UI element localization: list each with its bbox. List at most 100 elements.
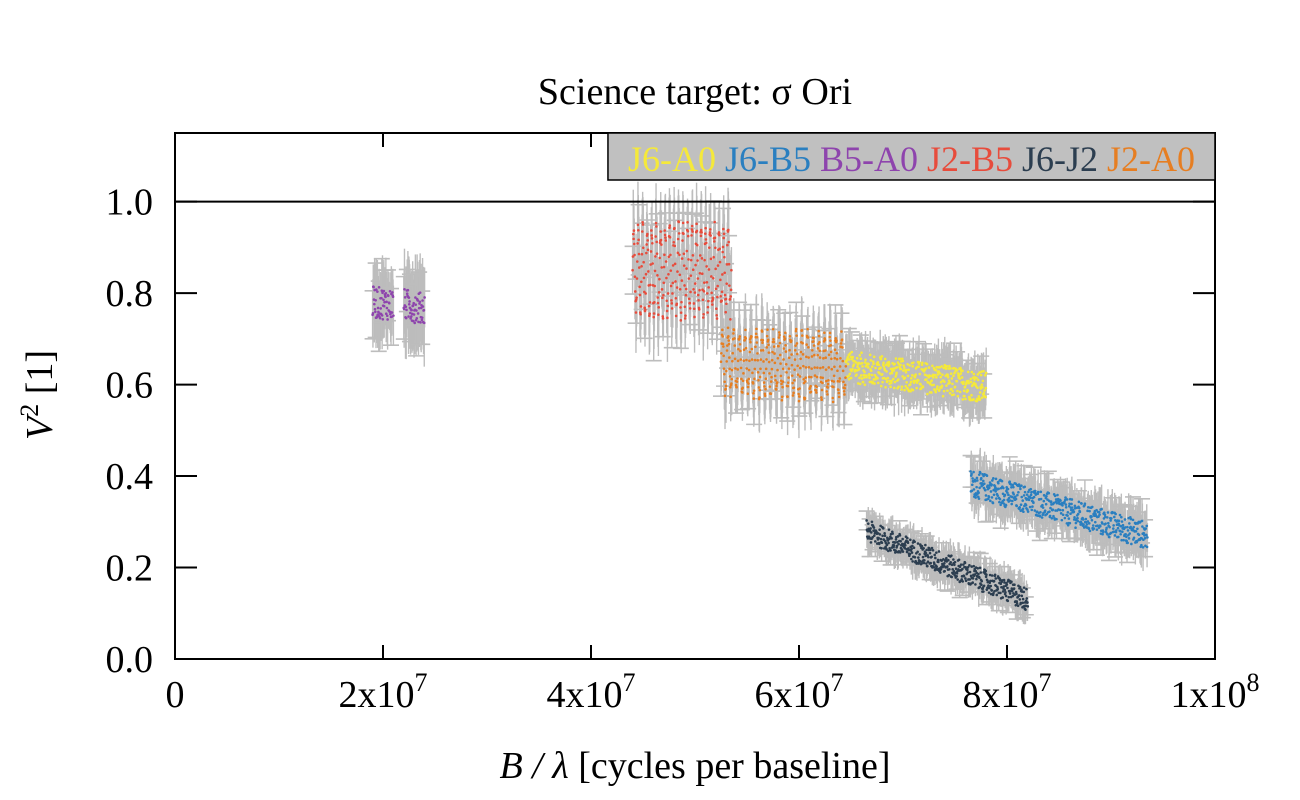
data-point — [733, 344, 737, 347]
data-point — [963, 561, 967, 565]
data-point — [909, 538, 912, 542]
data-point — [699, 234, 703, 238]
y-tick-label: 0.8 — [106, 273, 154, 315]
data-point — [901, 359, 905, 363]
data-point — [993, 573, 997, 577]
data-point — [763, 394, 767, 398]
data-point — [687, 277, 691, 280]
data-point — [951, 389, 955, 393]
data-point — [891, 532, 894, 535]
data-point — [820, 388, 824, 392]
data-point — [737, 347, 740, 351]
data-point — [924, 551, 928, 555]
data-point — [970, 565, 974, 568]
data-point — [727, 240, 731, 244]
data-point — [997, 487, 1000, 491]
data-point — [816, 347, 820, 350]
data-point — [721, 328, 724, 332]
data-point — [1024, 608, 1027, 611]
data-point — [832, 385, 835, 389]
data-point — [843, 386, 847, 390]
data-point — [669, 269, 673, 272]
data-point — [899, 539, 902, 543]
data-point — [945, 364, 949, 368]
data-point — [686, 220, 689, 224]
data-point — [1119, 530, 1122, 533]
data-point — [1002, 578, 1006, 582]
data-point — [709, 234, 712, 237]
data-point — [407, 296, 411, 299]
data-point — [820, 398, 824, 402]
data-point — [796, 373, 800, 376]
data-point — [714, 287, 718, 291]
data-point — [855, 373, 858, 376]
data-point — [860, 377, 864, 380]
data-point — [989, 579, 992, 583]
data-point — [870, 373, 874, 377]
data-point — [996, 587, 1000, 591]
data-point — [881, 534, 884, 538]
data-point — [1059, 512, 1063, 515]
data-point — [776, 356, 780, 360]
data-point — [644, 308, 647, 312]
data-point — [1129, 525, 1132, 529]
data-point — [893, 380, 897, 384]
data-point — [950, 387, 953, 391]
data-point — [739, 366, 743, 370]
data-point — [957, 374, 961, 377]
data-point — [904, 370, 908, 374]
data-point — [784, 344, 787, 347]
data-point — [684, 314, 687, 317]
data-point — [864, 358, 867, 362]
data-point — [374, 310, 377, 314]
data-point — [831, 396, 835, 400]
data-point — [651, 241, 654, 245]
data-point — [792, 386, 796, 390]
data-point — [1010, 580, 1013, 584]
data-point — [730, 268, 733, 272]
data-point — [789, 339, 793, 343]
data-point — [807, 346, 810, 349]
data-point — [1032, 501, 1035, 505]
data-point — [759, 367, 762, 371]
data-point — [894, 357, 898, 360]
data-point — [889, 367, 893, 371]
data-point — [1091, 524, 1095, 527]
data-point — [980, 579, 984, 583]
data-point — [839, 356, 842, 360]
data-point — [682, 252, 686, 256]
data-point — [683, 284, 686, 287]
data-point — [1105, 526, 1108, 530]
data-point — [787, 376, 790, 379]
data-point — [865, 375, 868, 379]
data-point — [884, 363, 888, 367]
data-point — [692, 302, 696, 305]
data-point — [1058, 508, 1062, 512]
data-point — [955, 575, 959, 578]
data-point — [632, 237, 635, 241]
data-point — [959, 563, 963, 566]
data-point — [980, 583, 983, 587]
data-point — [814, 388, 818, 392]
data-point — [989, 584, 993, 588]
data-point — [930, 546, 934, 550]
data-point — [962, 389, 966, 393]
data-point — [1043, 509, 1047, 512]
data-point — [1025, 597, 1029, 600]
data-point — [1015, 602, 1019, 605]
data-point — [884, 386, 887, 389]
data-point — [705, 265, 708, 268]
data-point — [631, 232, 635, 236]
data-point — [975, 577, 978, 581]
data-point — [877, 536, 880, 540]
data-point — [913, 379, 916, 383]
data-point — [935, 387, 939, 390]
data-point — [679, 319, 683, 322]
data-point — [384, 312, 388, 315]
data-point — [873, 373, 877, 377]
data-point — [762, 371, 766, 375]
data-point — [1103, 513, 1107, 517]
data-point — [885, 548, 888, 551]
data-point — [382, 304, 386, 308]
data-point — [1140, 519, 1144, 523]
